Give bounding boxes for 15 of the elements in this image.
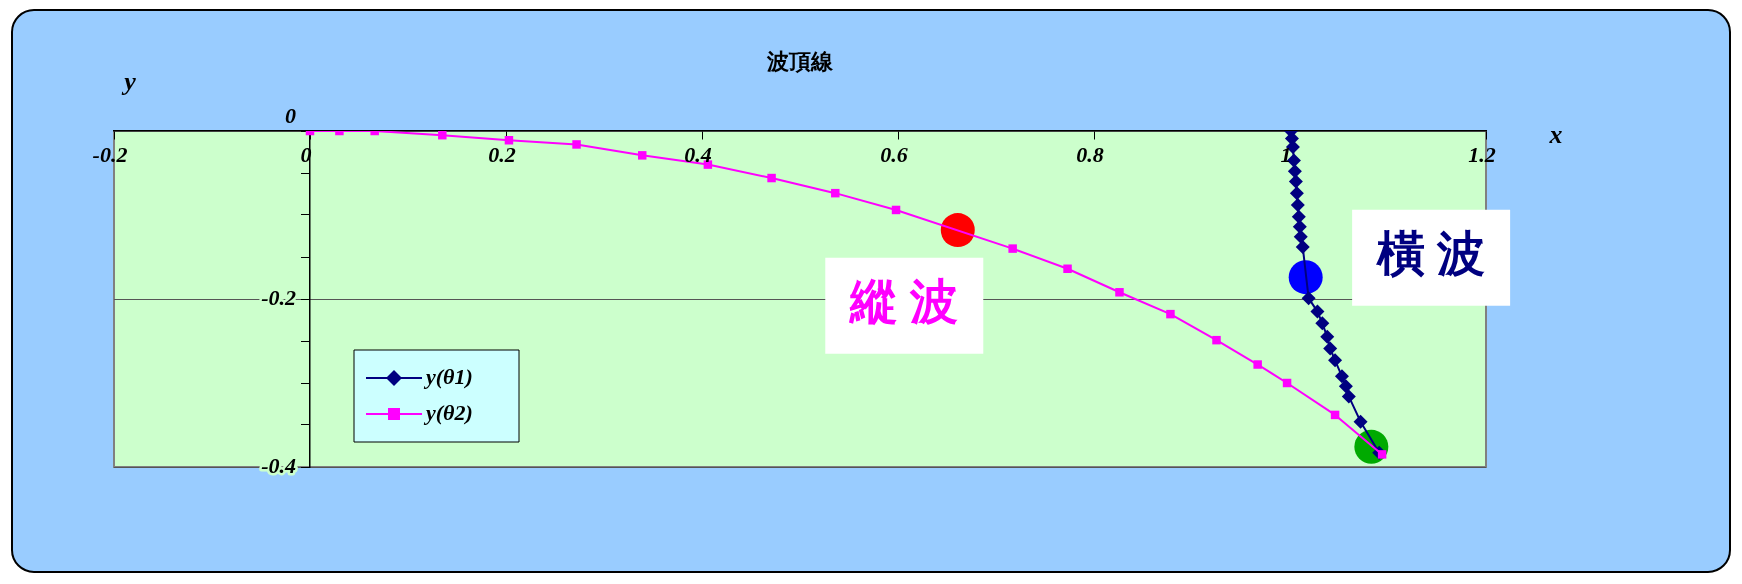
x-tick-label: 0.6 [880, 141, 908, 167]
x-tick-label: -0.2 [92, 141, 128, 167]
annotation: 縱 波 [848, 275, 959, 329]
x-axis-title: x [1548, 119, 1563, 149]
x-tick-label: 0.8 [1076, 141, 1104, 167]
x-tick-label: 1 [1280, 141, 1292, 167]
chart-title: 波頂線 [766, 48, 834, 74]
y-tick-label: 0 [285, 102, 296, 128]
x-tick-label: 0.2 [488, 141, 516, 167]
legend-label: y(θ2) [423, 399, 473, 425]
annotation: 橫 波 [1375, 227, 1486, 281]
x-tick-label: 0.4 [684, 141, 712, 167]
y-axis-title: y [121, 66, 137, 96]
legend-label: y(θ1) [423, 363, 473, 389]
x-tick-label: 1.2 [1468, 141, 1496, 167]
